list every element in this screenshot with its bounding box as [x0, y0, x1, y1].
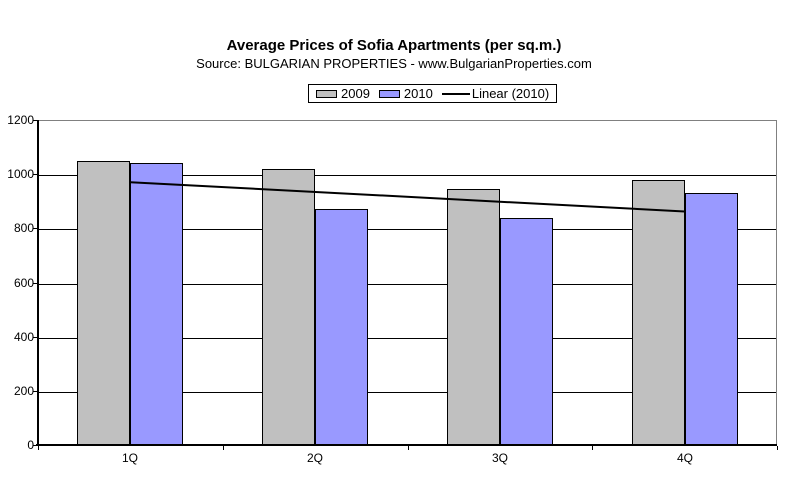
bar-2009-4Q [632, 180, 685, 445]
gridline-200 [38, 392, 776, 393]
legend-label-2010: 2010 [403, 86, 433, 101]
bar-2010-3Q [500, 218, 553, 445]
legend-swatch-2010 [378, 89, 400, 98]
y-axis-tick-0 [33, 445, 38, 446]
x-axis-tick-4 [777, 446, 778, 450]
y-axis-label-200: 200 [13, 384, 34, 398]
legend-item-2009: 2009 [316, 86, 370, 101]
legend-trendline-icon [441, 92, 470, 95]
x-axis-label-4Q: 4Q [676, 451, 693, 465]
x-axis-tick-2 [408, 446, 409, 450]
legend-label-trendline: Linear (2010) [471, 86, 550, 101]
plot-area [38, 120, 777, 445]
y-axis-tick-1200 [33, 120, 38, 121]
y-axis-tick-1000 [33, 174, 38, 175]
gridline-600 [38, 284, 776, 285]
y-axis-label-800: 800 [13, 221, 34, 235]
legend-item-2010: 2010 [378, 86, 433, 101]
legend-item-trendline: Linear (2010) [441, 86, 550, 101]
trendline [130, 181, 685, 213]
bar-2010-2Q [315, 209, 368, 445]
chart-title: Average Prices of Sofia Apartments (per … [226, 37, 562, 54]
x-axis-label-3Q: 3Q [491, 451, 508, 465]
x-axis-label-1Q: 1Q [121, 451, 138, 465]
bar-2009-2Q [262, 169, 315, 445]
legend-label-2009: 2009 [341, 86, 370, 101]
gridline-800 [38, 229, 776, 230]
x-axis-tick-3 [592, 446, 593, 450]
x-axis-tick-0 [38, 446, 39, 450]
y-axis-label-1000: 1000 [7, 167, 34, 181]
x-axis-line [36, 444, 777, 446]
y-axis-tick-600 [33, 283, 38, 284]
y-axis-label-1200: 1200 [7, 113, 34, 127]
gridline-400 [38, 338, 776, 339]
x-axis-tick-1 [223, 446, 224, 450]
bar-2009-1Q [77, 161, 130, 445]
x-axis-label-2Q: 2Q [306, 451, 323, 465]
y-axis-tick-200 [33, 391, 38, 392]
y-axis-tick-800 [33, 228, 38, 229]
y-axis-label-600: 600 [13, 276, 34, 290]
legend-swatch-2009 [316, 89, 337, 98]
chart-subtitle: Source: BULGARIAN PROPERTIES - www.Bulga… [196, 56, 592, 71]
bar-2010-1Q [130, 163, 183, 445]
y-axis-label-0: 0 [27, 438, 34, 452]
bar-2009-3Q [447, 189, 500, 445]
y-axis-line [37, 120, 39, 446]
y-axis-tick-400 [33, 337, 38, 338]
y-axis-label-400: 400 [13, 330, 34, 344]
legend: 2009 2010 Linear (2010) [308, 84, 558, 103]
gridline-1000 [38, 175, 776, 176]
bar-2010-4Q [685, 193, 738, 445]
